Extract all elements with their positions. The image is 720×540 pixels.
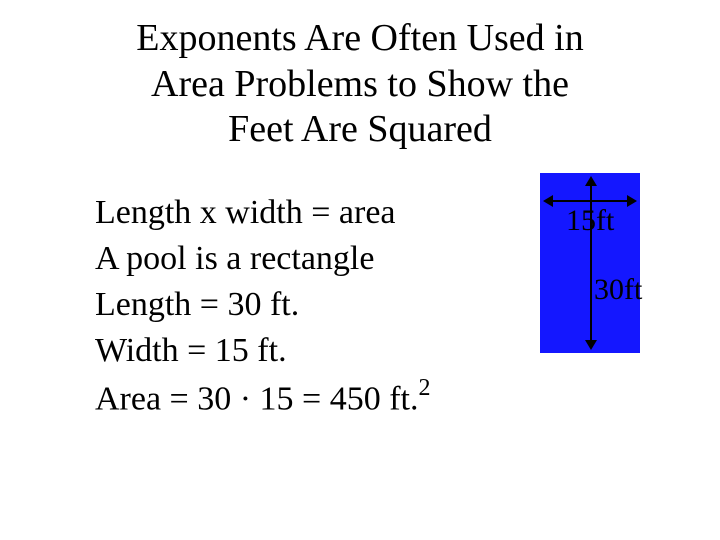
title-line-1: Exponents Are Often Used in	[60, 16, 660, 62]
slide-title: Exponents Are Often Used in Area Problem…	[0, 0, 720, 153]
title-line-3: Feet Are Squared	[60, 107, 660, 153]
title-line-2: Area Problems to Show the	[60, 62, 660, 108]
area-prefix: Area = 30 · 15 = 450 ft.	[95, 380, 419, 417]
width-label: 15ft	[566, 204, 614, 238]
area-result-line: Area = 30 · 15 = 450 ft.2	[95, 374, 635, 422]
area-exponent: 2	[419, 375, 431, 401]
height-label: 30ft	[594, 273, 642, 307]
